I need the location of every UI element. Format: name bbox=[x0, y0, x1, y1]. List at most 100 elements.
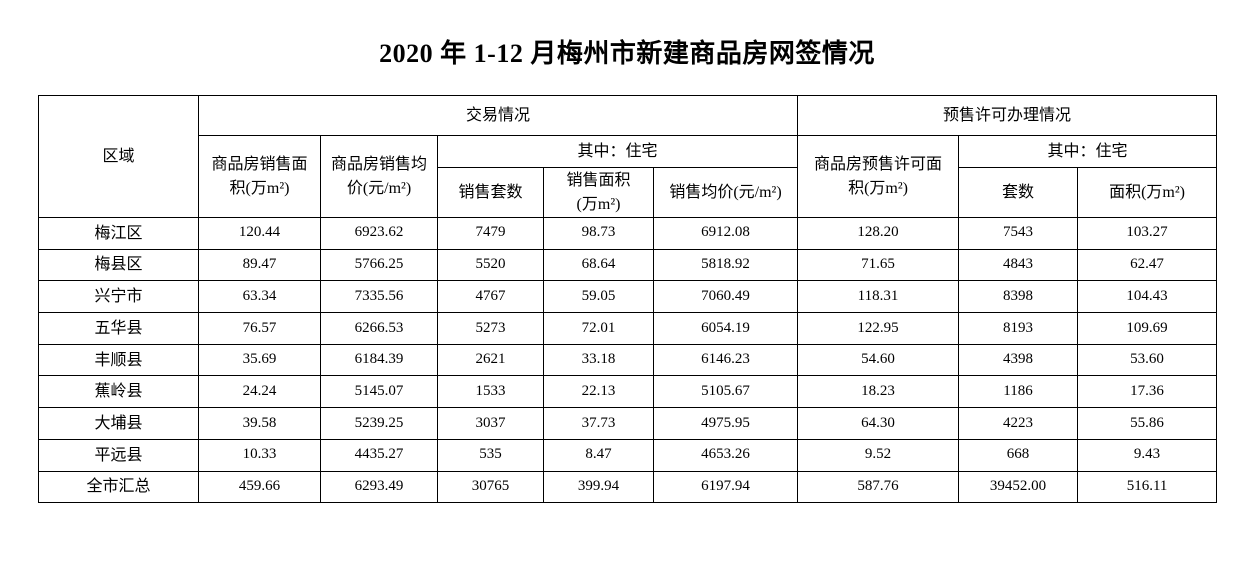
value-cell: 516.11 bbox=[1077, 470, 1218, 504]
value-cell: 5239.25 bbox=[320, 407, 438, 440]
value-cell: 8.47 bbox=[543, 438, 654, 472]
table-row: 兴宁市 63.34 7335.56 4767 59.05 7060.49 118.31 839… bbox=[38, 280, 1218, 314]
housing-stat-table: 区域 交易情况 预售许可办理情况 商品房销售面 积(万m²) 商品房销售均 价(… bbox=[38, 95, 1218, 504]
value-cell: 1533 bbox=[437, 375, 544, 409]
value-cell: 17.36 bbox=[1077, 375, 1218, 409]
value-cell: 6197.94 bbox=[652, 470, 799, 504]
value-cell: 1186 bbox=[958, 375, 1079, 409]
value-cell: 54.60 bbox=[797, 343, 960, 377]
table-row: 蕉岭县 24.24 5145.07 1533 22.13 5105.67 18.23 1186… bbox=[38, 375, 1218, 409]
header-presale-group: 预售许可办理情况 bbox=[797, 95, 1218, 136]
header-sold-units: 销售套数 bbox=[437, 167, 544, 218]
value-cell: 459.66 bbox=[198, 470, 321, 504]
value-cell: 4767 bbox=[437, 280, 544, 314]
value-cell: 7543 bbox=[958, 217, 1079, 250]
value-cell: 6184.39 bbox=[320, 343, 438, 377]
value-cell: 5818.92 bbox=[652, 248, 799, 282]
value-cell: 72.01 bbox=[543, 312, 654, 345]
value-cell: 39452.00 bbox=[958, 470, 1079, 504]
table-row: 梅县区 89.47 5766.25 5520 68.64 5818.92 71.65 4843… bbox=[38, 248, 1218, 282]
value-cell: 8398 bbox=[958, 280, 1079, 314]
value-cell: 5145.07 bbox=[320, 375, 438, 409]
header-row-3: 销售套数 销售面积 (万m²) 销售均价(元/m²) 套数 面积(万m²) bbox=[39, 167, 1218, 218]
table-row: 大埔县 39.58 5239.25 3037 37.73 4975.95 64.30 4223… bbox=[38, 407, 1218, 440]
value-cell: 118.31 bbox=[797, 280, 960, 314]
value-cell: 53.60 bbox=[1077, 343, 1218, 377]
header-res-sales-area: 销售面积 (万m²) bbox=[543, 167, 654, 218]
region-cell: 大埔县 bbox=[38, 407, 199, 440]
header-region: 区域 bbox=[38, 95, 199, 218]
header-row-2: 商品房销售面 积(万m²) 商品房销售均 价(元/m²) 其中：住宅 商品房预售… bbox=[39, 135, 1218, 218]
region-cell: 梅县区 bbox=[38, 248, 199, 282]
value-cell: 76.57 bbox=[198, 312, 321, 345]
table-body: 梅江区 120.44 6923.62 7479 98.73 6912.08 128.20 75… bbox=[38, 217, 1218, 504]
table-row: 五华县 76.57 6266.53 5273 72.01 6054.19 122.95 819… bbox=[38, 312, 1218, 345]
value-cell: 103.27 bbox=[1077, 217, 1218, 250]
value-cell: 4435.27 bbox=[320, 438, 438, 472]
value-cell: 6912.08 bbox=[652, 217, 799, 250]
region-cell: 平远县 bbox=[38, 438, 199, 472]
value-cell: 68.64 bbox=[543, 248, 654, 282]
region-cell: 全市汇总 bbox=[38, 470, 199, 504]
region-cell: 丰顺县 bbox=[38, 343, 199, 377]
value-cell: 55.86 bbox=[1077, 407, 1218, 440]
region-cell: 五华县 bbox=[38, 312, 199, 345]
value-cell: 22.13 bbox=[543, 375, 654, 409]
value-cell: 4975.95 bbox=[652, 407, 799, 440]
value-cell: 128.20 bbox=[797, 217, 960, 250]
value-cell: 39.58 bbox=[198, 407, 321, 440]
header-res-avg-price: 销售均价(元/m²) bbox=[652, 167, 799, 218]
value-cell: 668 bbox=[958, 438, 1079, 472]
value-cell: 7060.49 bbox=[652, 280, 799, 314]
header-sales-area: 商品房销售面 积(万m²) bbox=[198, 135, 321, 218]
value-cell: 109.69 bbox=[1077, 312, 1218, 345]
value-cell: 5273 bbox=[437, 312, 544, 345]
value-cell: 5766.25 bbox=[320, 248, 438, 282]
value-cell: 89.47 bbox=[198, 248, 321, 282]
value-cell: 9.52 bbox=[797, 438, 960, 472]
region-cell: 蕉岭县 bbox=[38, 375, 199, 409]
value-cell: 37.73 bbox=[543, 407, 654, 440]
value-cell: 6923.62 bbox=[320, 217, 438, 250]
value-cell: 7479 bbox=[437, 217, 544, 250]
value-cell: 122.95 bbox=[797, 312, 960, 345]
value-cell: 587.76 bbox=[797, 470, 960, 504]
table-row: 梅江区 120.44 6923.62 7479 98.73 6912.08 128.20 75… bbox=[38, 217, 1218, 250]
value-cell: 6293.49 bbox=[320, 470, 438, 504]
value-cell: 30765 bbox=[437, 470, 544, 504]
header-sales-avg-price: 商品房销售均 价(元/m²) bbox=[320, 135, 438, 218]
region-cell: 兴宁市 bbox=[38, 280, 199, 314]
value-cell: 10.33 bbox=[198, 438, 321, 472]
table-row: 丰顺县 35.69 6184.39 2621 33.18 6146.23 54.60 4398… bbox=[38, 343, 1218, 377]
value-cell: 18.23 bbox=[797, 375, 960, 409]
header-presale-res-area: 面积(万m²) bbox=[1077, 167, 1218, 218]
header-row-1: 区域 交易情况 预售许可办理情况 bbox=[38, 95, 1218, 218]
value-cell: 5520 bbox=[437, 248, 544, 282]
table-header: 区域 交易情况 预售许可办理情况 商品房销售面 积(万m²) 商品房销售均 价(… bbox=[38, 95, 1218, 218]
value-cell: 98.73 bbox=[543, 217, 654, 250]
value-cell: 59.05 bbox=[543, 280, 654, 314]
value-cell: 6146.23 bbox=[652, 343, 799, 377]
value-cell: 6266.53 bbox=[320, 312, 438, 345]
value-cell: 4653.26 bbox=[652, 438, 799, 472]
page-title: 2020 年 1-12 月梅州市新建商品房网签情况 bbox=[379, 39, 875, 68]
value-cell: 64.30 bbox=[797, 407, 960, 440]
value-cell: 4398 bbox=[958, 343, 1079, 377]
value-cell: 4843 bbox=[958, 248, 1079, 282]
value-cell: 9.43 bbox=[1077, 438, 1218, 472]
value-cell: 7335.56 bbox=[320, 280, 438, 314]
header-presale-area: 商品房预售许可面 积(万m²) bbox=[797, 135, 960, 218]
value-cell: 63.34 bbox=[198, 280, 321, 314]
header-presale-units: 套数 bbox=[958, 167, 1079, 218]
value-cell: 8193 bbox=[958, 312, 1079, 345]
value-cell: 5105.67 bbox=[652, 375, 799, 409]
region-cell: 梅江区 bbox=[38, 217, 199, 250]
value-cell: 33.18 bbox=[543, 343, 654, 377]
value-cell: 104.43 bbox=[1077, 280, 1218, 314]
value-cell: 2621 bbox=[437, 343, 544, 377]
table-row: 全市汇总 459.66 6293.49 30765 399.94 6197.94 587.7… bbox=[38, 470, 1218, 504]
header-presale-residential-sub: 其中：住宅 bbox=[958, 135, 1218, 168]
header-residential-sub: 其中：住宅 bbox=[436, 135, 799, 168]
value-cell: 3037 bbox=[437, 407, 544, 440]
value-cell: 399.94 bbox=[543, 470, 654, 504]
